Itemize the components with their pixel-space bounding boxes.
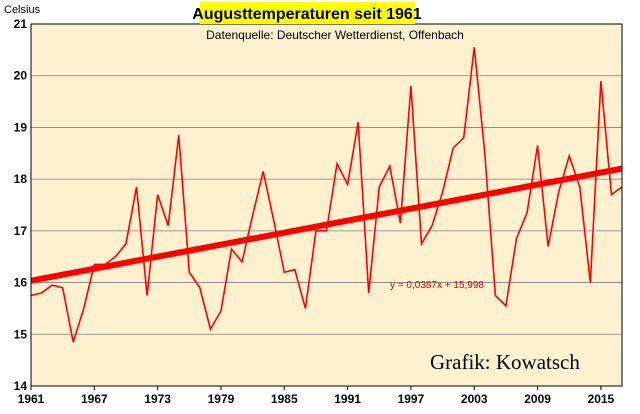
y-tick-label: 20 [14,69,28,83]
title-highlight [200,2,415,24]
plot-area [31,24,622,386]
x-tick-label: 1979 [208,392,235,406]
x-tick-label: 1967 [81,392,108,406]
y-tick-label: 17 [14,224,28,238]
chart-subtitle: Datenquelle: Deutscher Wetterdienst, Off… [206,28,464,42]
y-tick-label: 18 [14,172,28,186]
y-tick-label: 21 [14,17,28,31]
x-tick-label: 2015 [588,392,615,406]
x-tick-label: 2003 [461,392,488,406]
x-tick-label: 2009 [524,392,551,406]
y-tick-label: 14 [14,379,28,393]
y-tick-label: 15 [14,327,28,341]
x-tick-label: 1973 [144,392,171,406]
chart-title: Augusttemperaturen seit 1961 [192,6,422,23]
y-tick-label: 19 [14,120,28,134]
grid-lines [31,23,622,387]
chart-credit: Grafik: Kowatsch [430,350,580,374]
y-axis: 14 15 16 17 18 19 20 21 [14,17,28,393]
x-axis: 1961 1967 1973 1979 1985 1991 1997 2003 2009 2015 [18,386,615,406]
x-tick-label: 1961 [18,392,45,406]
y-axis-label: Celsius [4,4,41,16]
x-tick-label: 1997 [398,392,425,406]
trend-equation: y = 0,0387x + 15,998 [390,280,484,291]
x-tick-label: 1991 [334,392,361,406]
x-tick-label: 1985 [271,392,298,406]
series-line [30,47,623,343]
y-tick-label: 16 [14,276,28,290]
trend-line [30,165,623,284]
